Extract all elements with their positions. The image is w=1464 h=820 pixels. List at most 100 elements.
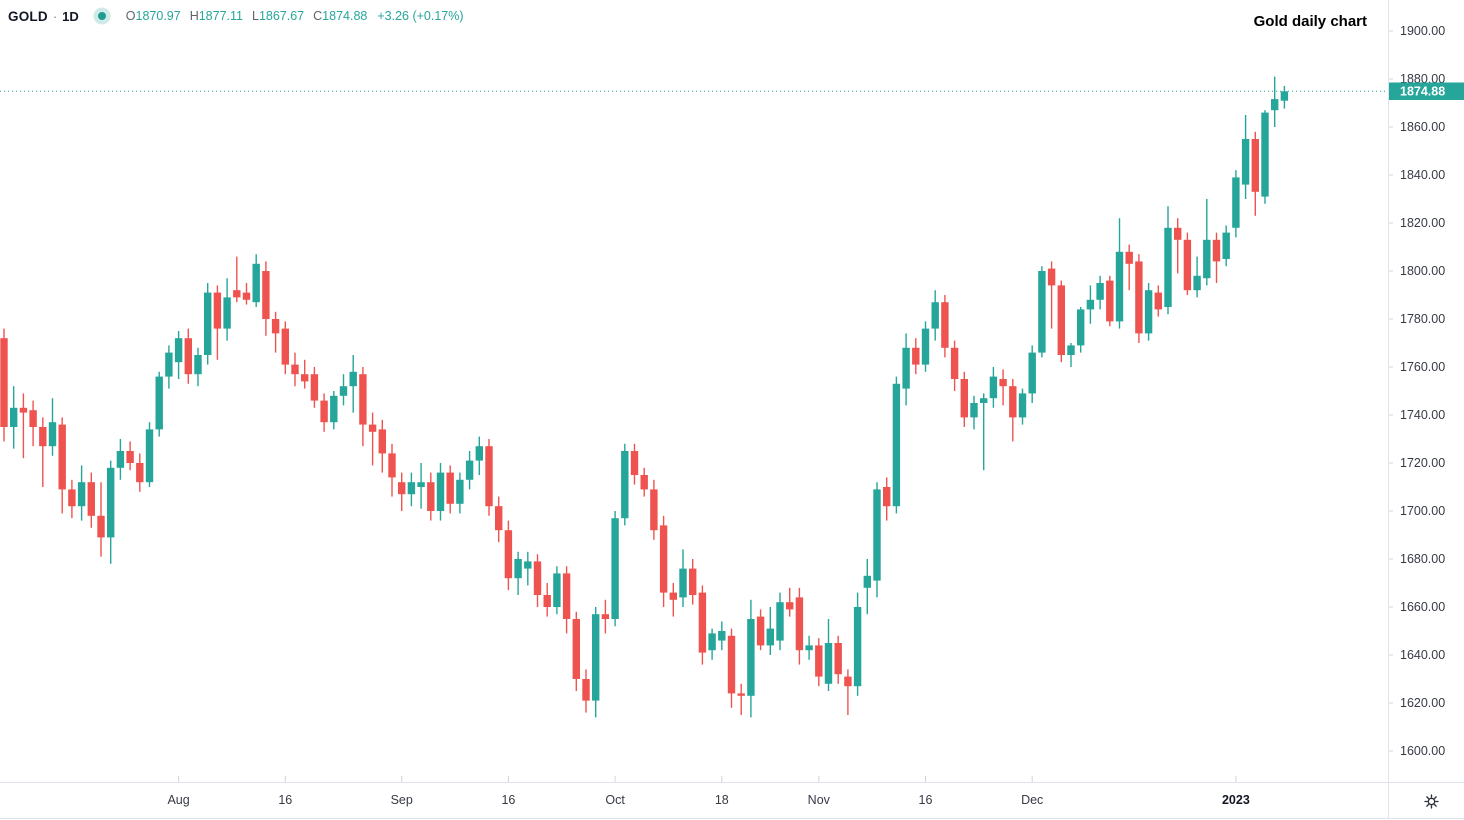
- candle-body: [572, 619, 580, 679]
- candles-layer: [0, 76, 1289, 718]
- candle-body: [601, 614, 610, 619]
- candle-body: [747, 619, 755, 696]
- candle-body: [301, 374, 309, 382]
- candle-body: [378, 429, 386, 454]
- candle-body: [1164, 227, 1172, 307]
- candle-body: [1203, 239, 1211, 279]
- candle-body: [155, 376, 163, 430]
- candle-body: [465, 460, 474, 480]
- candle-body: [368, 424, 377, 432]
- candle-body: [213, 292, 222, 329]
- timeframe-label[interactable]: 1D: [62, 8, 79, 24]
- candle-body: [989, 376, 998, 399]
- candle-body: [19, 407, 28, 413]
- candle-body: [824, 643, 833, 684]
- candle-body: [1222, 232, 1230, 259]
- close-value: 1874.88: [322, 9, 368, 23]
- price-tick-label: 1780.00: [1400, 312, 1445, 326]
- candle-body: [1038, 271, 1046, 353]
- candle-body: [1193, 275, 1201, 291]
- candle-body: [1115, 251, 1124, 322]
- close-pair: C 1874.88: [313, 9, 367, 23]
- candle-body: [1067, 345, 1075, 355]
- candle-body: [1232, 177, 1240, 228]
- settings-button[interactable]: [1420, 790, 1442, 812]
- candle-body: [1261, 112, 1269, 197]
- candle-body: [107, 467, 115, 538]
- candle-body: [805, 645, 813, 651]
- last-price-badge-label: 1874.88: [1400, 85, 1445, 99]
- candle-body: [349, 371, 357, 387]
- candle-body: [659, 525, 668, 593]
- price-tick-label: 1860.00: [1400, 120, 1445, 134]
- candle-body: [514, 559, 522, 579]
- candle-body: [184, 338, 192, 375]
- candle-body: [970, 403, 978, 418]
- candle-body: [39, 427, 47, 447]
- candle-body: [388, 453, 396, 478]
- time-tick-label: Aug: [167, 793, 189, 807]
- candle-body: [77, 482, 86, 507]
- price-tick-label: 1760.00: [1400, 360, 1445, 374]
- candle-body: [1251, 139, 1259, 192]
- candle-body: [524, 561, 532, 569]
- candle-body: [495, 506, 503, 531]
- candle-body: [1106, 280, 1114, 322]
- candle-body: [873, 489, 881, 581]
- candle-body: [194, 355, 202, 375]
- candle-body: [1212, 239, 1221, 262]
- candle-body: [543, 595, 551, 607]
- candle-body: [427, 482, 435, 511]
- candle-body: [1096, 283, 1104, 300]
- candle-body: [815, 645, 823, 677]
- candle-body: [1183, 239, 1192, 291]
- candle-body: [786, 602, 794, 610]
- symbol-name[interactable]: GOLD: [8, 8, 48, 24]
- time-tick-label: 16: [278, 793, 292, 807]
- time-tick-label: 2023: [1222, 793, 1250, 807]
- change-value: +3.26 (+0.17%): [377, 9, 464, 23]
- high-pair: H 1877.11: [190, 9, 243, 23]
- candle-body: [912, 347, 920, 365]
- candle-body: [650, 489, 658, 531]
- high-value: 1877.11: [198, 9, 243, 23]
- candle-body: [291, 364, 299, 375]
- candle-body: [436, 472, 445, 511]
- candle-body: [834, 643, 842, 675]
- candle-body: [339, 386, 348, 396]
- candle-body: [669, 592, 677, 600]
- time-scale[interactable]: Aug 16 Sep 16 Oct 18 Nov 16 Dec 2023: [167, 776, 1250, 807]
- close-label: C: [313, 9, 323, 23]
- candle-body: [446, 472, 454, 504]
- candle-body: [727, 635, 736, 694]
- candle-body: [281, 328, 289, 365]
- candle-body: [950, 347, 959, 379]
- price-scale[interactable]: 1900.001880.001860.001840.001820.001800.…: [1389, 24, 1445, 758]
- candle-body: [960, 379, 968, 418]
- candle-body: [1271, 99, 1279, 111]
- candle-body: [708, 633, 716, 651]
- price-tick-label: 1720.00: [1400, 456, 1445, 470]
- open-value: 1870.97: [135, 9, 181, 23]
- candle-body: [776, 602, 784, 641]
- candle-body: [1135, 261, 1143, 334]
- candle-body: [1154, 292, 1162, 310]
- candle-body: [485, 446, 493, 507]
- price-tick-label: 1840.00: [1400, 168, 1445, 182]
- candle-body: [359, 374, 367, 425]
- candle-body: [1174, 227, 1182, 240]
- candle-body: [10, 407, 18, 427]
- candle-body: [1009, 386, 1017, 418]
- time-tick-label: Oct: [605, 793, 625, 807]
- candle-body: [718, 631, 726, 641]
- candle-body: [863, 575, 871, 588]
- candle-body: [165, 352, 173, 377]
- candle-body: [252, 263, 260, 303]
- candle-body: [1144, 290, 1153, 334]
- candle-body: [310, 374, 319, 401]
- candle-body: [621, 451, 629, 519]
- gear-icon: [1423, 793, 1439, 809]
- candle-body: [271, 319, 280, 334]
- candle-body: [980, 398, 988, 403]
